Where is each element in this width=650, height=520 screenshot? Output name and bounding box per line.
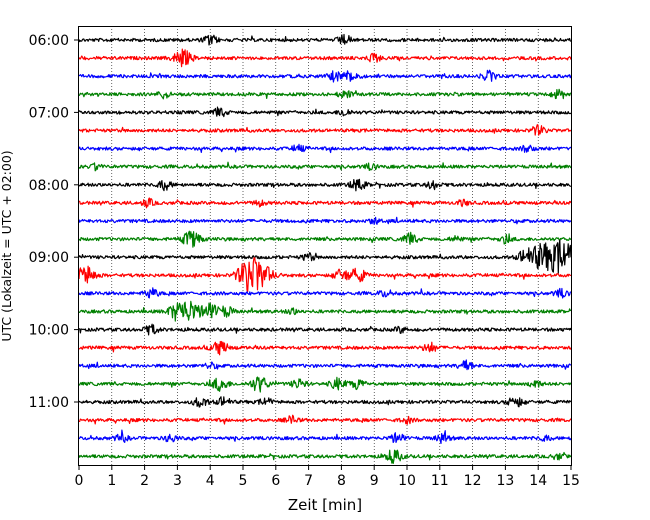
x-tick-label-6: 6 (271, 473, 280, 489)
x-tick-label-15: 15 (562, 473, 580, 489)
grid-lines (111, 26, 539, 465)
y-tick-label-07:00: 07:00 (29, 105, 69, 121)
x-tick-label-13: 13 (496, 473, 514, 489)
trace-row-07:30 (78, 143, 572, 154)
x-axis-label: Zeit [min] (288, 496, 362, 514)
y-tick-label-11:00: 11:00 (29, 395, 69, 411)
x-tick-label-10: 10 (398, 473, 416, 489)
trace-row-10:30 (78, 359, 572, 371)
y-tick-label-10:00: 10:00 (29, 323, 69, 339)
x-tick-label-9: 9 (370, 473, 379, 489)
trace-row-10:00 (78, 323, 572, 336)
trace-row-06:00 (78, 33, 572, 46)
trace-row-08:45 (78, 230, 572, 248)
trace-row-11:30 (78, 429, 572, 444)
seismogram-traces (78, 33, 572, 464)
trace-row-09:30 (78, 287, 572, 299)
x-axis-ticks: 0 1 2 3 4 5 6 7 8 9 10 11 12 13 14 15 (75, 465, 580, 489)
x-tick-label-11: 11 (431, 473, 449, 489)
trace-row-06:15 (78, 48, 572, 68)
trace-row-11:00 (78, 396, 572, 408)
plot-frame (78, 26, 572, 466)
x-tick-label-0: 0 (75, 473, 84, 489)
x-tick-label-5: 5 (239, 473, 248, 489)
x-tick-label-2: 2 (140, 473, 149, 489)
trace-row-06:30 (78, 69, 572, 83)
trace-row-08:00 (78, 178, 572, 192)
x-tick-label-12: 12 (464, 473, 482, 489)
y-tick-label-06:00: 06:00 (29, 33, 69, 49)
trace-row-09:00 (78, 239, 572, 274)
trace-row-07:15 (78, 124, 572, 136)
x-tick-label-7: 7 (304, 473, 313, 489)
trace-row-11:45 (78, 449, 572, 464)
trace-row-08:15 (78, 197, 572, 209)
x-tick-label-3: 3 (173, 473, 182, 489)
x-tick-label-14: 14 (529, 473, 547, 489)
trace-row-10:15 (78, 340, 572, 356)
x-tick-label-8: 8 (337, 473, 346, 489)
trace-row-08:30 (78, 216, 572, 225)
trace-row-09:45 (78, 300, 572, 322)
y-tick-label-08:00: 08:00 (29, 178, 69, 194)
trace-row-07:00 (78, 106, 572, 118)
x-tick-label-1: 1 (107, 473, 116, 489)
y-tick-label-09:00: 09:00 (29, 250, 69, 266)
trace-row-06:45 (78, 88, 572, 100)
y-axis-ticks: 06:00 07:00 08:00 09:00 10:00 11:00 (29, 33, 79, 411)
trace-row-10:45 (78, 376, 572, 393)
trace-row-11:15 (79, 414, 572, 425)
y-axis-label: UTC (Lokalzeit = UTC + 02:00) (0, 150, 14, 341)
x-tick-label-4: 4 (206, 473, 215, 489)
trace-row-07:45 (78, 161, 572, 172)
trace-row-09:15 (78, 257, 572, 292)
